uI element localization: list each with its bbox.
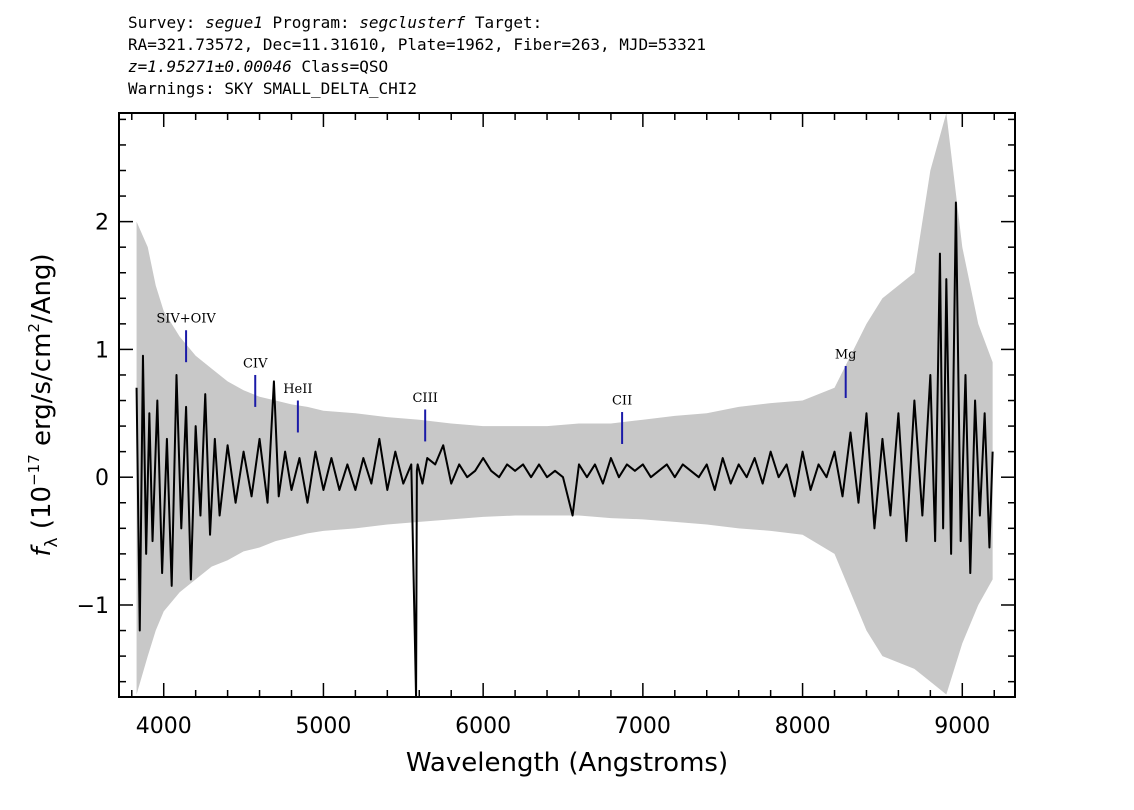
error-band [136, 113, 993, 695]
y-axis-title: fλ (10−17 erg/s/cm2/Ang) [25, 253, 62, 556]
y-tick-label: 1 [95, 338, 109, 363]
program-value: segclusterf [359, 13, 466, 32]
line-marker-label-mg: Mg [835, 347, 857, 362]
tick-layer [119, 113, 1015, 697]
spectrum-layer [135, 201, 994, 698]
error-layer [136, 113, 993, 695]
header-line-survey: Survey: segue1 Program: segclusterf Targ… [128, 12, 706, 34]
header-line-warnings: Warnings: SKY SMALL_DELTA_CHI2 [128, 79, 417, 98]
plot-frame [118, 112, 1016, 698]
x-tick-labels: 4000 5000 6000 7000 8000 9000 [136, 714, 991, 739]
header-line-coordinates: RA=321.73572, Dec=11.31610, Plate=1962, … [128, 35, 706, 54]
spectrum-header: Survey: segue1 Program: segclusterf Targ… [128, 12, 706, 100]
line-marker-label-civ: CIV [243, 356, 268, 371]
x-tick-label: 9000 [934, 714, 990, 739]
target-label: Target: [474, 13, 543, 32]
y-tick-label: 2 [95, 211, 109, 236]
y-tick-label: −1 [77, 594, 109, 619]
marker-layer: SIV+OIV CIV HeII CIII CII Mg [156, 312, 857, 444]
y-tick-labels: −1 0 1 2 [77, 211, 109, 619]
y-axis-title-end: /Ang) [27, 253, 57, 323]
flux-series-line [135, 201, 994, 698]
class-value: Class=QSO [301, 57, 389, 76]
redshift-value: z=1.95271±0.00046 [128, 57, 292, 76]
y-axis-title-exp: −17 [25, 454, 43, 486]
y-axis-title-sub: λ [42, 537, 62, 547]
line-marker-label-cii: CII [612, 393, 632, 408]
x-tick-label: 7000 [615, 714, 671, 739]
x-tick-label: 6000 [455, 714, 511, 739]
x-tick-label: 8000 [775, 714, 831, 739]
line-marker-label-heii: HeII [283, 382, 312, 397]
survey-value: segue1 [205, 13, 263, 32]
x-tick-label: 4000 [136, 714, 192, 739]
x-tick-label: 5000 [295, 714, 351, 739]
y-axis-title-open: (10 [27, 486, 57, 538]
survey-label: Survey: [128, 13, 196, 32]
y-axis-title-sq: 2 [25, 323, 43, 333]
line-marker-label-siv-oiv: SIV+OIV [156, 312, 216, 327]
y-tick-label: 0 [95, 466, 109, 491]
line-marker-label-ciii: CIII [412, 391, 437, 406]
program-label: Program: [272, 13, 350, 32]
header-line-redshift: z=1.95271±0.00046 Class=QSO [128, 56, 706, 78]
y-axis-title-units: erg/s/cm [27, 333, 57, 455]
x-axis-title: Wavelength (Angstroms) [406, 748, 728, 778]
